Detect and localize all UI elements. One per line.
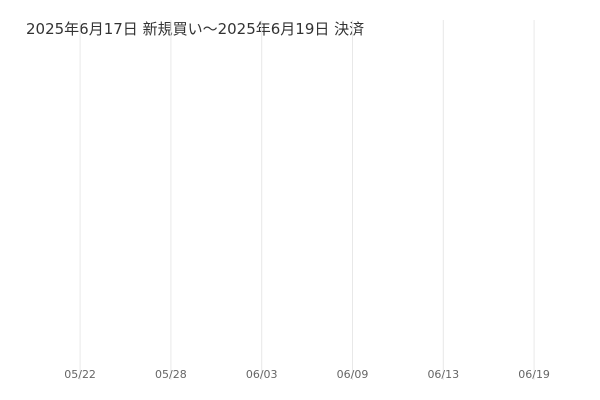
x-axis-ticks: 05/22 05/28 06/03 06/09 06/13 06/19	[64, 368, 550, 381]
x-tick-label: 06/09	[337, 368, 369, 381]
grid-lines	[79, 20, 535, 380]
x-tick-label: 06/03	[246, 368, 278, 381]
chart-title: 2025年6月17日 新規買い〜2025年6月19日 決済	[26, 20, 365, 38]
x-tick-label: 05/28	[155, 368, 187, 381]
x-tick-label: 06/13	[427, 368, 459, 381]
x-tick-label: 05/22	[64, 368, 96, 381]
x-tick-label: 06/19	[518, 368, 550, 381]
